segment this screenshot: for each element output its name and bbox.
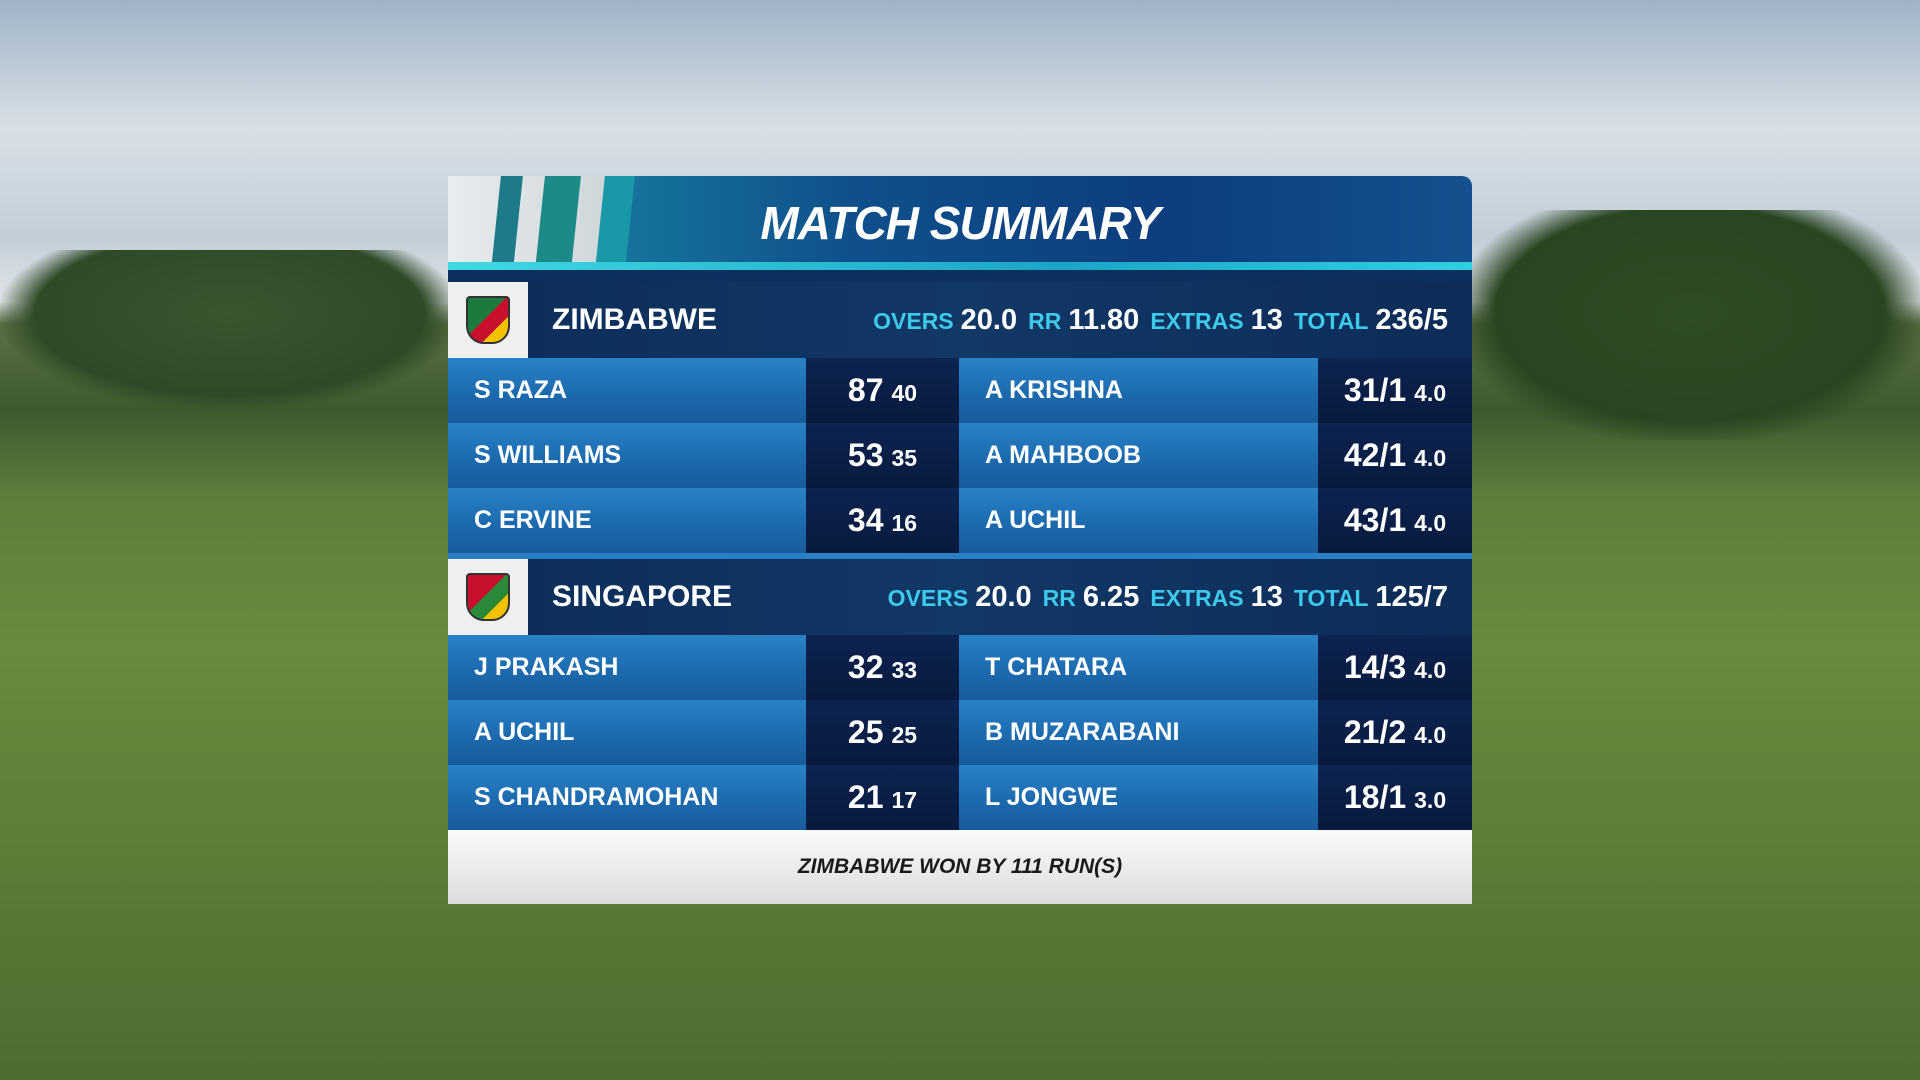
- batter-name: S CHANDRAMOHAN: [448, 765, 806, 830]
- stat-value: 6.25: [1082, 580, 1140, 613]
- stat-value: 13: [1250, 580, 1283, 613]
- trees: [0, 250, 460, 410]
- stat-label: RR: [1028, 307, 1062, 334]
- balls: 35: [891, 445, 918, 471]
- balls: 16: [891, 510, 918, 536]
- player-row: J PRAKASH 32 33 T CHATARA 14/3 4.0: [448, 635, 1472, 700]
- figures: 21/2: [1343, 714, 1407, 750]
- figures: 31/1: [1343, 372, 1407, 408]
- batter-name: J PRAKASH: [448, 635, 806, 700]
- team-stats: OVERS 20.0 RR 6.25 EXTRAS 13 TOTAL 125/7: [888, 581, 1452, 614]
- bowler-figures: 14/3 4.0: [1318, 635, 1472, 700]
- runs: 53: [847, 437, 884, 473]
- stat-label: RR: [1042, 584, 1076, 611]
- stat-value: 13: [1250, 303, 1283, 336]
- bowler-name: T CHATARA: [959, 635, 1318, 700]
- batter-score: 21 17: [806, 765, 959, 830]
- batter-name: S WILLIAMS: [448, 423, 806, 488]
- figures: 14/3: [1343, 649, 1407, 685]
- bowler-figures: 42/1 4.0: [1318, 423, 1472, 488]
- figures: 43/1: [1343, 502, 1407, 538]
- stat-label: TOTAL: [1293, 584, 1369, 611]
- bowler-figures: 43/1 4.0: [1318, 488, 1472, 553]
- bowler-name: A UCHIL: [959, 488, 1318, 553]
- team-name: ZIMBABWE: [552, 303, 717, 336]
- stat-label: EXTRAS: [1150, 307, 1244, 334]
- overs: 4.0: [1414, 510, 1447, 536]
- batter-name: C ERVINE: [448, 488, 806, 553]
- bowler-name: A MAHBOOB: [959, 423, 1318, 488]
- bowler-figures: 18/1 3.0: [1318, 765, 1472, 830]
- trees: [1460, 210, 1920, 440]
- runs: 87: [847, 372, 884, 408]
- batter-score: 53 35: [806, 423, 959, 488]
- stat-value: 20.0: [960, 303, 1018, 336]
- overs: 4.0: [1414, 722, 1447, 748]
- title: MATCH SUMMARY: [760, 197, 1160, 249]
- balls: 33: [891, 657, 918, 683]
- batter-score: 32 33: [806, 635, 959, 700]
- team-stats: OVERS 20.0 RR 11.80 EXTRAS 13 TOTAL 236/5: [873, 304, 1452, 337]
- team-logo: [448, 282, 528, 358]
- batter-score: 34 16: [806, 488, 959, 553]
- team-row: SINGAPORE OVERS 20.0 RR 6.25 EXTRAS 13 TOTAL 125…: [448, 559, 1472, 635]
- runs: 25: [847, 714, 884, 750]
- logo-shape: [466, 573, 510, 621]
- player-row: C ERVINE 34 16 A UCHIL 43/1 4.0: [448, 488, 1472, 553]
- stat-value: 20.0: [975, 580, 1032, 613]
- overs: 4.0: [1414, 657, 1447, 683]
- team-row: ZIMBABWE OVERS 20.0 RR 11.80 EXTRAS 13 TOTAL 236…: [448, 282, 1472, 358]
- batter-name: A UCHIL: [448, 700, 806, 765]
- runs: 21: [847, 779, 884, 815]
- stat-label: EXTRAS: [1150, 584, 1244, 611]
- team-logo: [448, 559, 528, 635]
- figures: 18/1: [1343, 779, 1407, 815]
- player-row: S WILLIAMS 53 35 A MAHBOOB 42/1 4.0: [448, 423, 1472, 488]
- overs: 4.0: [1414, 445, 1447, 471]
- match-summary-panel: MATCH SUMMARY ZIMBABWE OVERS 20.0 RR 11.80 EX…: [448, 176, 1472, 904]
- runs: 34: [847, 502, 884, 538]
- logo-shape: [466, 296, 510, 344]
- runs: 32: [847, 649, 884, 685]
- batter-name: S RAZA: [448, 358, 806, 423]
- bowler-figures: 31/1 4.0: [1318, 358, 1472, 423]
- result: ZIMBABWE WON BY 111 RUN(S): [448, 830, 1472, 904]
- stat-value: 236/5: [1375, 303, 1448, 336]
- bowler-name: B MUZARABANI: [959, 700, 1318, 765]
- player-row: S RAZA 87 40 A KRISHNA 31/1 4.0: [448, 358, 1472, 423]
- stat-label: OVERS: [873, 307, 954, 334]
- stat-value: 11.80: [1068, 303, 1140, 336]
- bowler-figures: 21/2 4.0: [1318, 700, 1472, 765]
- stat-value: 125/7: [1375, 580, 1448, 613]
- balls: 40: [891, 380, 918, 406]
- header-accent: [448, 176, 608, 270]
- separator: [448, 553, 1472, 559]
- stat-label: TOTAL: [1293, 307, 1369, 334]
- team-name: SINGAPORE: [552, 580, 733, 613]
- header: MATCH SUMMARY: [448, 176, 1472, 270]
- header-base: [448, 262, 1472, 270]
- balls: 25: [891, 722, 918, 748]
- player-row: S CHANDRAMOHAN 21 17 L JONGWE 18/1 3.0: [448, 765, 1472, 830]
- innings-list: ZIMBABWE OVERS 20.0 RR 11.80 EXTRAS 13 TOTAL 236…: [448, 282, 1472, 830]
- stat-label: OVERS: [887, 584, 969, 611]
- bowler-name: A KRISHNA: [959, 358, 1318, 423]
- balls: 17: [891, 787, 918, 813]
- bowler-name: L JONGWE: [959, 765, 1318, 830]
- overs: 3.0: [1414, 787, 1447, 813]
- batter-score: 87 40: [806, 358, 959, 423]
- header-gap: [448, 270, 1472, 282]
- figures: 42/1: [1343, 437, 1407, 473]
- overs: 4.0: [1414, 380, 1447, 406]
- player-row: A UCHIL 25 25 B MUZARABANI 21/2 4.0: [448, 700, 1472, 765]
- batter-score: 25 25: [806, 700, 959, 765]
